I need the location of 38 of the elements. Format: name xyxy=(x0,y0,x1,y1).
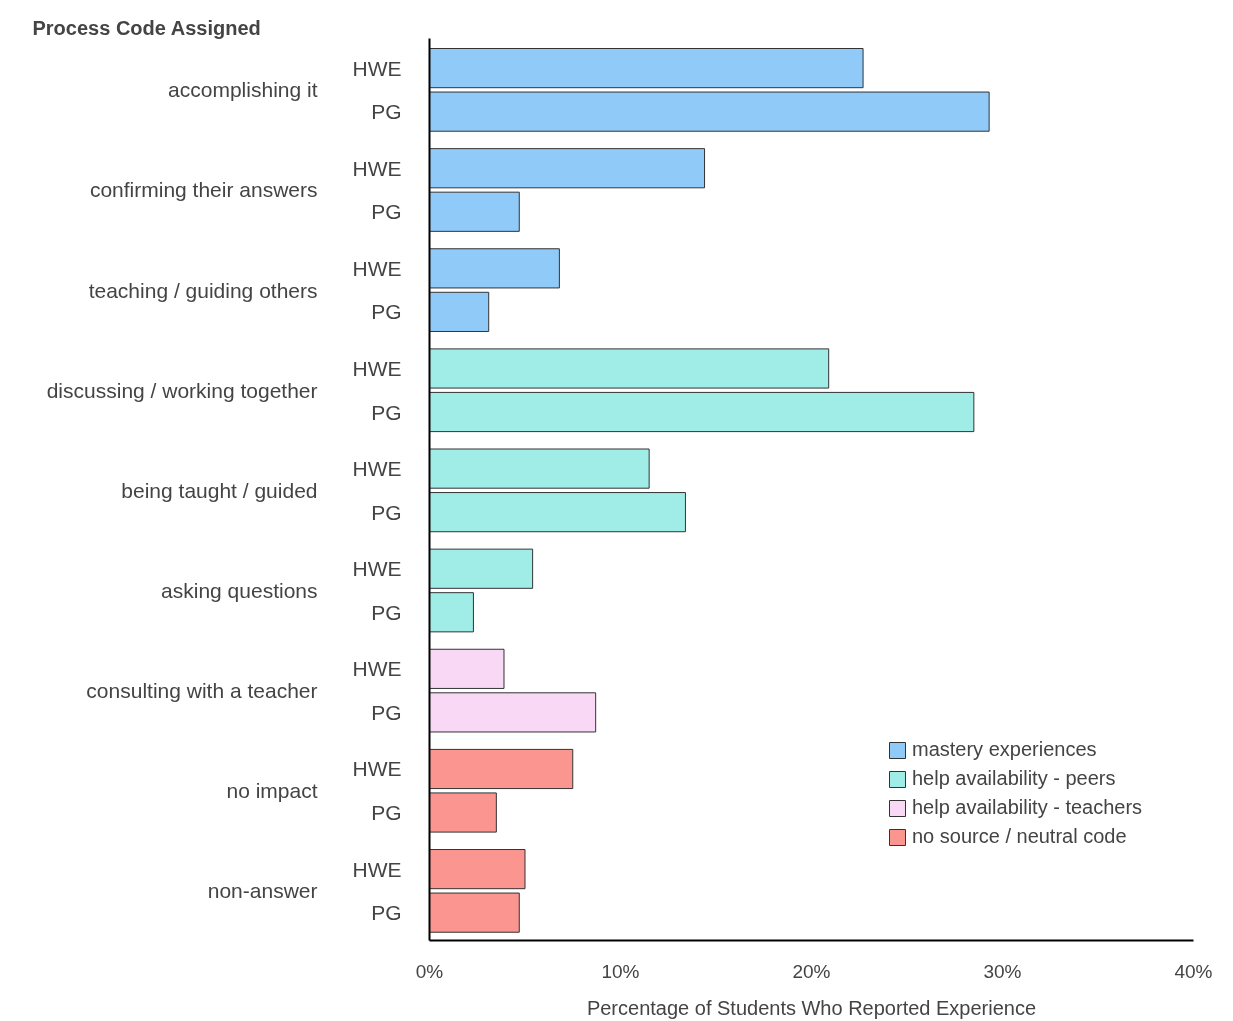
legend-label: help availability - teachers xyxy=(912,796,1143,819)
y-tick-label: PG xyxy=(371,500,402,524)
legend-label: no source / neutral code xyxy=(912,825,1127,848)
x-axis-title: Percentage of Students Who Reported Experience xyxy=(586,996,1037,1019)
x-tick-label: 0% xyxy=(415,960,444,982)
y-tick-label: PG xyxy=(371,801,402,825)
x-tick-label: 30% xyxy=(983,960,1022,982)
x-tick-label: 10% xyxy=(601,960,640,982)
text: confirming their answers xyxy=(89,178,318,202)
y-tick-label: PG xyxy=(371,200,402,224)
text: accomplishing it xyxy=(168,78,318,102)
x-tick-label: 20% xyxy=(792,960,831,982)
x-tick-label: 40% xyxy=(1174,960,1213,982)
text: no impact xyxy=(226,779,318,803)
text: discussing / working together xyxy=(46,378,318,402)
y-tick-label: PG xyxy=(371,400,402,424)
y-tick-label: HWE xyxy=(352,457,402,481)
y-tick-label: PG xyxy=(371,100,402,124)
y-tick-label: HWE xyxy=(352,557,402,581)
y-tick-label: HWE xyxy=(352,757,402,781)
text: asking questions xyxy=(161,579,318,602)
y-tick-label: HWE xyxy=(352,56,402,80)
text: non-answer xyxy=(207,879,318,903)
y-tick-label: PG xyxy=(371,600,402,624)
legend-label: mastery experiences xyxy=(912,738,1097,761)
y-tick-label: HWE xyxy=(352,156,402,180)
y-tick-label: PG xyxy=(371,300,402,324)
y-tick-label: HWE xyxy=(352,356,402,380)
y-tick-label: PG xyxy=(371,901,402,925)
text: consulting with a teacher xyxy=(86,679,318,703)
legend-label: help availability - peers xyxy=(912,767,1116,790)
y-tick-label: PG xyxy=(371,700,402,724)
y-axis-title: Process Code Assigned xyxy=(32,16,261,39)
y-tick-label: HWE xyxy=(352,857,402,881)
text: being taught / guided xyxy=(121,478,318,502)
y-tick-label: HWE xyxy=(352,657,402,681)
text: teaching / guiding others xyxy=(88,278,318,302)
y-tick-label: HWE xyxy=(352,256,402,280)
